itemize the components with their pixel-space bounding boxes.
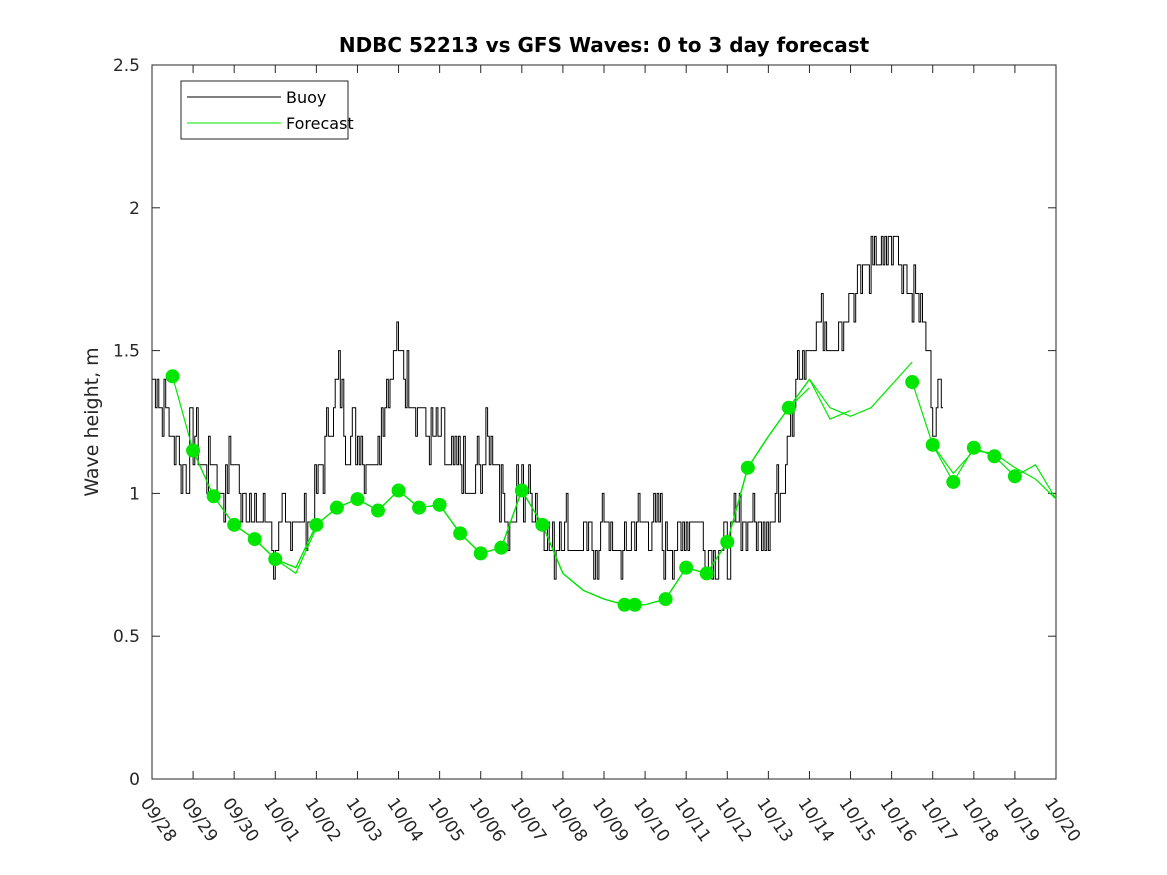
forecast-marker	[453, 526, 468, 541]
forecast-marker	[627, 597, 642, 612]
forecast-marker	[720, 534, 735, 549]
forecast-marker	[206, 489, 221, 504]
y-tick-label: 0	[129, 770, 140, 790]
y-axis-label: Wave height, m	[81, 347, 103, 496]
forecast-marker	[186, 443, 201, 458]
forecast-marker	[946, 474, 961, 489]
forecast-marker	[391, 483, 406, 498]
forecast-marker	[268, 552, 283, 567]
forecast-marker	[371, 503, 385, 518]
legend-forecast-label: Forecast	[286, 114, 354, 133]
forecast-marker	[412, 500, 427, 515]
y-tick-label: 2	[129, 199, 140, 219]
forecast-marker	[966, 440, 981, 455]
legend: Buoy Forecast	[180, 80, 354, 140]
forecast-marker	[1007, 469, 1022, 484]
legend-box	[180, 80, 349, 140]
forecast-marker	[514, 483, 529, 498]
forecast-marker	[227, 517, 242, 532]
forecast-marker	[925, 437, 940, 452]
series-layer	[152, 235, 1057, 612]
forecast-marker	[473, 546, 488, 561]
buoy-line	[152, 235, 943, 580]
forecast-marker	[699, 566, 714, 581]
forecast-marker	[350, 492, 365, 507]
forecast-marker	[329, 500, 344, 515]
forecast-marker	[309, 517, 324, 532]
forecast-marker	[165, 369, 180, 384]
forecast-marker	[247, 532, 262, 547]
y-tick-label: 1	[129, 484, 140, 504]
legend-buoy-label: Buoy	[286, 88, 326, 107]
forecast-marker	[432, 497, 447, 512]
y-tick-label: 1.5	[113, 342, 140, 362]
forecast-marker	[740, 460, 755, 475]
forecast-marker	[781, 400, 796, 415]
forecast-marker	[679, 560, 694, 575]
forecast-marker	[535, 517, 550, 532]
chart-title: NDBC 52213 vs GFS Waves: 0 to 3 day fore…	[339, 33, 870, 57]
y-tick-label: 2.5	[113, 56, 140, 76]
y-axis: 0 0.5 1 1.5 2 2.5	[113, 56, 1056, 790]
plot-area	[151, 64, 1057, 780]
forecast-marker	[494, 540, 509, 555]
forecast-marker	[658, 592, 673, 607]
forecast-marker	[905, 375, 920, 390]
y-tick-label: 0.5	[113, 627, 140, 647]
forecast-marker	[987, 449, 1002, 464]
